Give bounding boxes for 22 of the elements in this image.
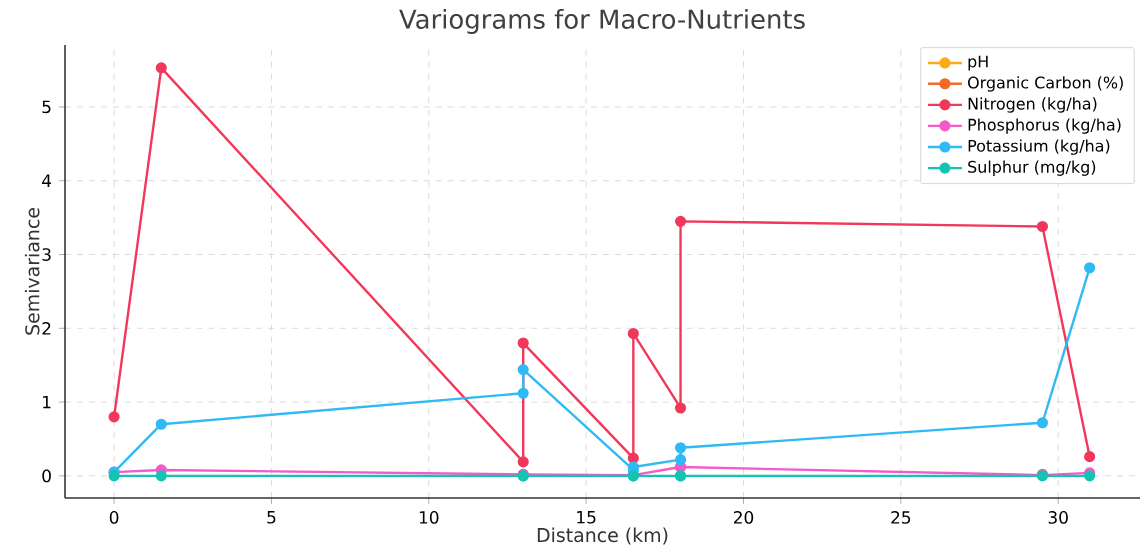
legend-label: Sulphur (mg/kg) (968, 160, 1096, 176)
y-tick-label: 2 (42, 322, 51, 335)
legend-label: Phosphorus (kg/ha) (968, 118, 1121, 134)
x-tick-label: 15 (577, 510, 596, 524)
y-axis-title: Semivariance (24, 208, 40, 335)
legend-label: pH (968, 55, 988, 71)
x-tick-label: 10 (419, 510, 439, 524)
x-tick-label: 5 (267, 510, 276, 524)
y-tick-label: 5 (42, 100, 51, 114)
legend-label: Potassium (kg/ha) (968, 139, 1110, 155)
chart-title: Variograms for Macro-Nutrients (399, 8, 805, 34)
x-axis-title: Distance (km) (537, 527, 668, 545)
legend-label: Nitrogen (kg/ha) (968, 97, 1097, 113)
x-tick-label: 30 (1048, 510, 1068, 524)
x-tick-label: 0 (109, 510, 119, 524)
legend-label: Organic Carbon (%) (968, 76, 1123, 92)
y-tick-label: 0 (42, 469, 51, 483)
y-tick-label: 1 (43, 395, 51, 409)
y-tick-label: 3 (42, 248, 51, 261)
x-tick-label: 25 (891, 510, 911, 524)
x-tick-label: 20 (733, 510, 754, 524)
y-tick-label: 4 (42, 174, 52, 187)
